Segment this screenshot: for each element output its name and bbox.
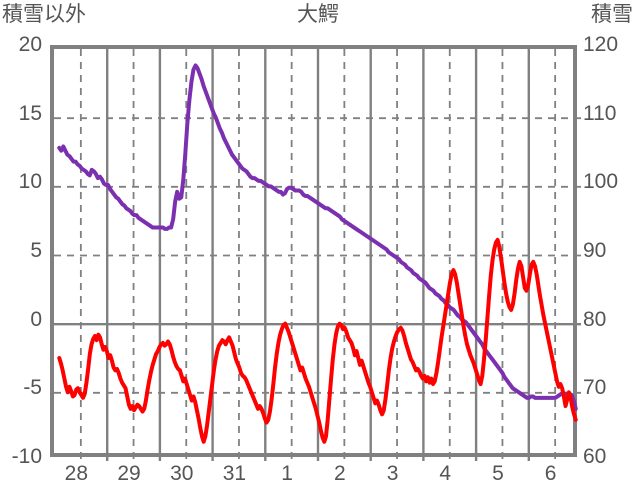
x-tick-1: 29 — [117, 462, 141, 485]
y-tick-right-1: 110 — [583, 101, 617, 125]
chart-title: 大鰐 — [297, 3, 339, 26]
y-tick-left-3: 5 — [30, 239, 42, 262]
left-axis-title: 積雪以外 — [2, 3, 86, 26]
x-tick-0: 28 — [64, 462, 89, 485]
gridlines — [54, 49, 581, 461]
x-tick-9: 6 — [544, 462, 557, 485]
y-tick-left-6: -10 — [11, 445, 42, 468]
y-tick-left-4: 0 — [30, 307, 42, 331]
x-tick-4: 1 — [281, 462, 293, 485]
y-tick-left-5: -5 — [23, 376, 42, 400]
y-tick-right-4: 80 — [583, 307, 607, 331]
x-tick-2: 30 — [170, 462, 194, 485]
plot-area — [50, 45, 581, 461]
y-tick-right-2: 100 — [583, 170, 619, 194]
x-tick-8: 5 — [492, 462, 504, 485]
y-tick-left-0: 20 — [18, 33, 42, 56]
x-tick-6: 3 — [386, 462, 399, 485]
x-tick-3: 31 — [222, 462, 247, 485]
series-lines — [57, 63, 578, 444]
x-tick-5: 2 — [334, 462, 346, 485]
x-tick-7: 4 — [439, 462, 452, 485]
y-tick-right-5: 70 — [583, 376, 607, 400]
right-axis-title: 積雪 — [591, 3, 633, 26]
y-tick-left-1: 15 — [18, 101, 42, 125]
y-tick-right-6: 60 — [583, 445, 607, 468]
y-tick-right-0: 120 — [583, 33, 619, 56]
y-tick-right-3: 90 — [583, 239, 607, 262]
y-tick-left-2: 10 — [18, 170, 42, 194]
